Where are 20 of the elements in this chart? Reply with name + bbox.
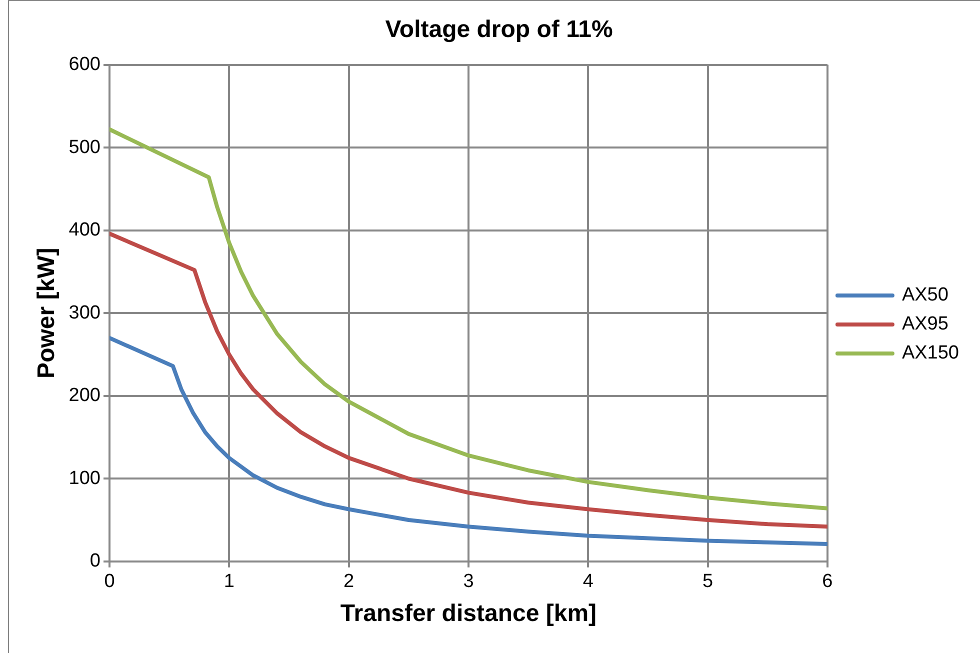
y-tick-label: 500 xyxy=(68,136,100,158)
x-tick-label: 0 xyxy=(104,571,115,592)
x-tick-label: 1 xyxy=(224,571,234,592)
y-tick-label: 0 xyxy=(90,550,100,572)
x-axis-title: Transfer distance [km] xyxy=(340,600,597,628)
legend-label: AX50 xyxy=(902,284,948,306)
y-tick-label: 200 xyxy=(68,385,100,406)
y-axis-title: Power [kW] xyxy=(33,248,60,378)
y-tick-label: 600 xyxy=(68,54,100,76)
x-tick-label: 4 xyxy=(582,571,594,592)
y-tick-label: 400 xyxy=(68,220,100,241)
y-tick-label: 100 xyxy=(68,468,100,489)
legend-label: AX150 xyxy=(902,342,959,364)
x-tick-label: 3 xyxy=(463,571,474,592)
legend-label: AX95 xyxy=(902,314,948,335)
x-tick-label: 2 xyxy=(344,571,354,592)
y-tick-label: 300 xyxy=(68,302,100,324)
chart-title: Voltage drop of 11% xyxy=(385,16,613,44)
x-tick-label: 5 xyxy=(702,571,714,592)
x-tick-label: 6 xyxy=(822,571,833,592)
